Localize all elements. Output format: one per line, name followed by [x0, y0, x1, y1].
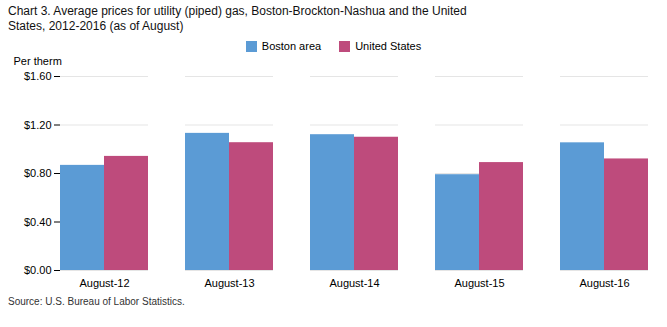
svg-text:$1.20: $1.20: [24, 119, 52, 131]
html-text:Boston area: Boston area: [261, 40, 322, 52]
svg-text:August-13: August-13: [204, 277, 254, 289]
svg-text:Per therm: Per therm: [14, 55, 62, 67]
svg-text:August-16: August-16: [579, 277, 629, 289]
html-text:Source: U.S. Bureau of Labor S: Source: U.S. Bureau of Labor Statistics.: [8, 296, 185, 307]
html-text:Chart 3. Average prices for ut: Chart 3. Average prices for utility (pip…: [8, 4, 467, 18]
html-text:States, 2012-2016 (as of Augus: States, 2012-2016 (as of August): [8, 19, 184, 33]
svg-text:$0.80: $0.80: [24, 167, 52, 179]
svg-text:$1.60: $1.60: [24, 70, 52, 82]
svg-text:August-14: August-14: [329, 277, 379, 289]
svg-text:$0.00: $0.00: [24, 264, 52, 276]
svg-text:$0.40: $0.40: [24, 216, 52, 228]
html-text:United States: United States: [355, 40, 422, 52]
svg-text:August-12: August-12: [79, 277, 129, 289]
svg-text:August-15: August-15: [454, 277, 504, 289]
